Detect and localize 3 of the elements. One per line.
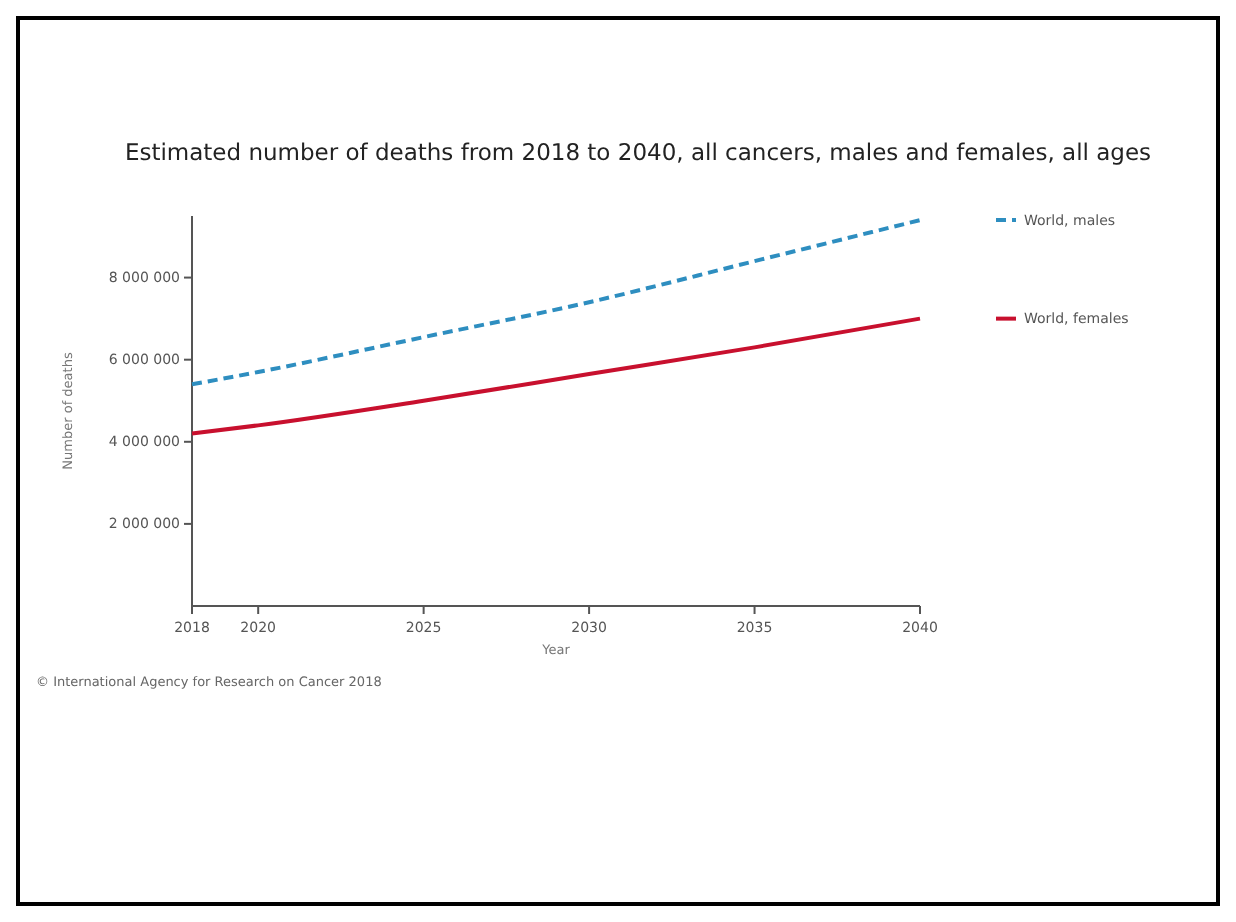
line-series	[190, 218, 922, 387]
line-series	[190, 316, 922, 436]
chart-title: Estimated number of deaths from 2018 to 2040, all cancers, males and females, all ages	[124, 138, 1152, 166]
